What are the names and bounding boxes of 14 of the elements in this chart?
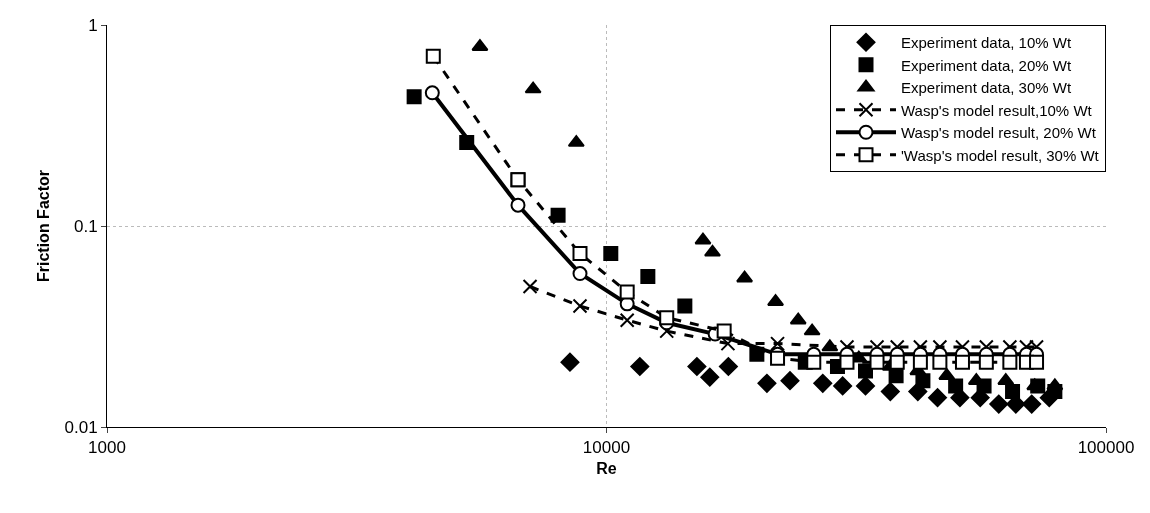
- y-tick-label: 0.1: [73, 216, 98, 236]
- legend-label: Wasp's model result,10% Wt: [901, 101, 1093, 119]
- y-tick-label: 0.01: [64, 417, 98, 437]
- legend-label: Experiment data, 30% Wt: [901, 79, 1072, 97]
- legend-label: Experiment data, 20% Wt: [901, 56, 1072, 74]
- y-tick-label: 1: [88, 15, 98, 35]
- y-axis-title: Friction Factor: [35, 169, 53, 283]
- legend-label: Experiment data, 10% Wt: [901, 34, 1072, 52]
- x-axis-title: Re: [596, 460, 617, 478]
- legend-label: 'Wasp's model result, 30% Wt: [901, 146, 1100, 164]
- x-tick-label: 100000: [1077, 438, 1135, 458]
- x-tick-label: 10000: [582, 438, 631, 458]
- legend-label: Wasp's model result, 20% Wt: [901, 124, 1097, 142]
- x-tick-label: 1000: [88, 438, 126, 458]
